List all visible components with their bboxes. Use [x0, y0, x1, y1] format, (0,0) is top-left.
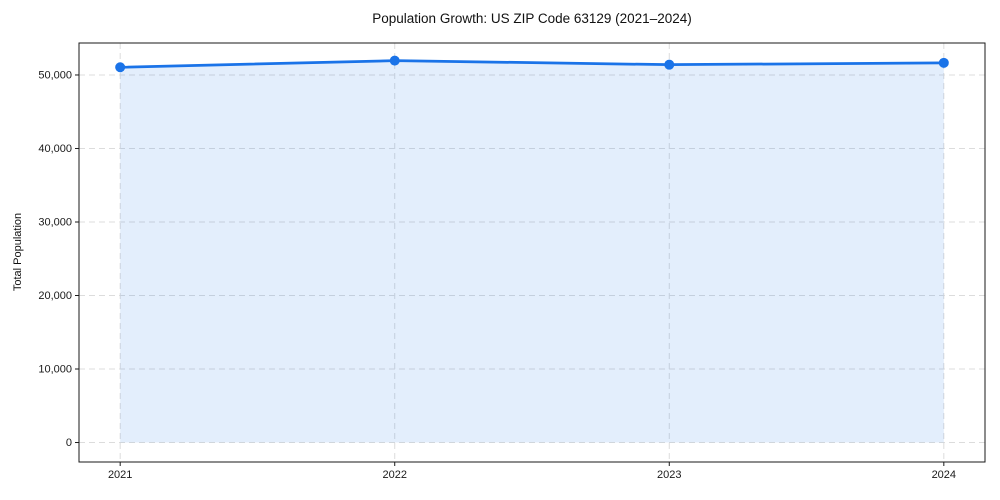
y-tick-label: 40,000	[38, 143, 72, 155]
y-tick-label: 20,000	[38, 290, 72, 302]
data-point-2021	[115, 62, 126, 73]
area-fill	[120, 60, 944, 443]
plot-frame	[78, 42, 986, 463]
y-axis-label: Total Population	[12, 212, 24, 292]
population-line	[118, 59, 946, 69]
x-tick-label: 2021	[108, 469, 132, 481]
data-point-2024	[938, 57, 949, 68]
x-tick-label: 2022	[382, 469, 406, 481]
y-tick-label: 0	[66, 437, 72, 449]
data-point-2022	[389, 55, 400, 66]
y-tick-label: 10,000	[38, 364, 72, 376]
data-point-2023	[664, 59, 675, 70]
chart-title: Population Growth: US ZIP Code 63129 (20…	[372, 11, 692, 26]
x-tick-label: 2024	[932, 469, 956, 481]
y-tick-label: 30,000	[38, 216, 72, 228]
x-tick-label: 2023	[657, 469, 681, 481]
y-tick-label: 50,000	[38, 69, 72, 81]
